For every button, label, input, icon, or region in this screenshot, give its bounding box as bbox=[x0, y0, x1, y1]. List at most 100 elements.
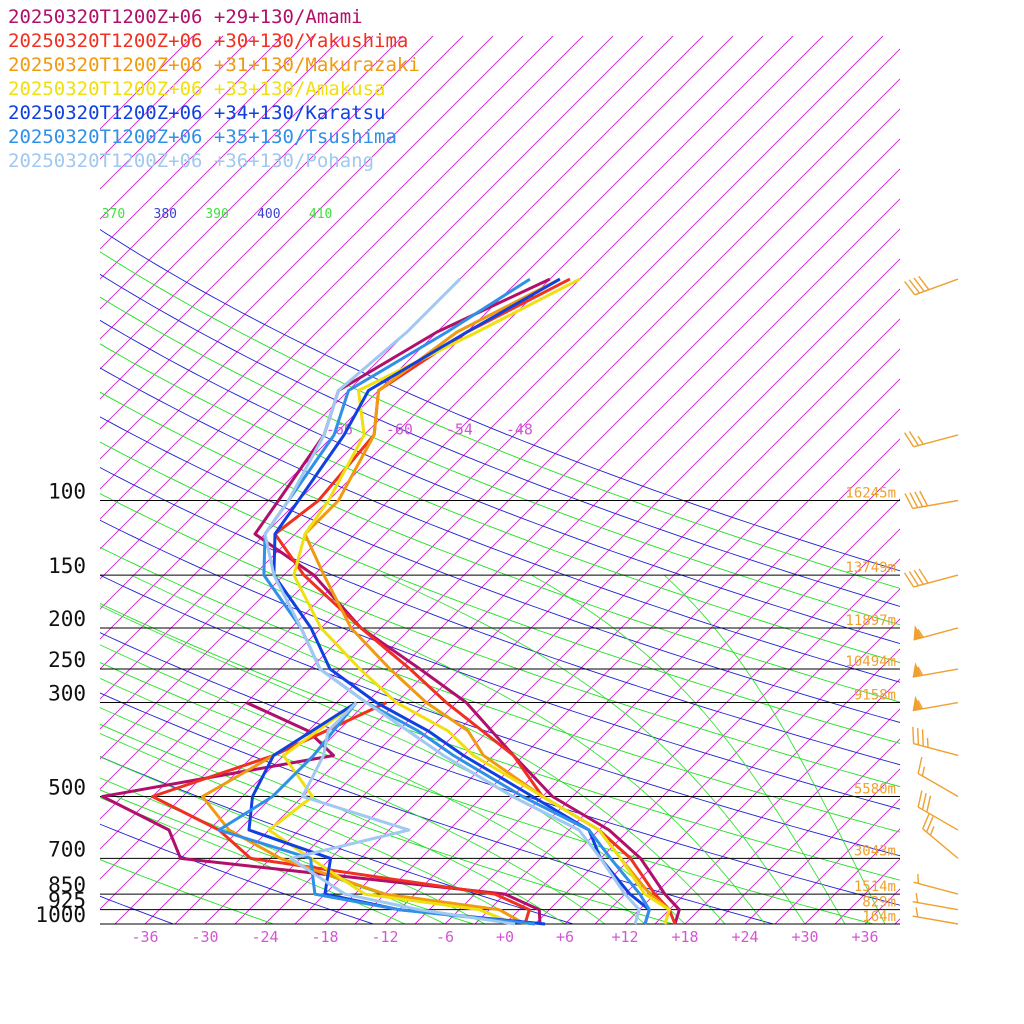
x-tick-label: -6 bbox=[436, 928, 454, 946]
wind-barbs bbox=[904, 275, 959, 925]
isotherm-line bbox=[894, 918, 900, 924]
wind-barb bbox=[904, 430, 959, 448]
wind-barb bbox=[917, 757, 959, 798]
moist-adiabat-line bbox=[130, 574, 726, 924]
isotherm-line bbox=[100, 78, 900, 880]
isotherm-line bbox=[100, 35, 614, 550]
pressure-label: 500 bbox=[48, 776, 86, 800]
isotherm-line bbox=[100, 35, 824, 760]
theta-label: 380 bbox=[154, 207, 177, 222]
isotherm-label: -60 bbox=[386, 421, 413, 439]
pressure-label: 100 bbox=[48, 480, 86, 504]
isotherm-line bbox=[100, 35, 284, 220]
height-label: 5580m bbox=[854, 782, 896, 798]
isotherm-line bbox=[504, 528, 900, 924]
isotherm-line bbox=[264, 288, 900, 924]
temperature-line-3 bbox=[292, 277, 671, 925]
moist-adiabat-line bbox=[100, 707, 566, 924]
dry-adiabat-line bbox=[100, 823, 375, 924]
wind-barb bbox=[912, 907, 959, 925]
isotherm-line bbox=[100, 35, 704, 640]
isotherm-line bbox=[100, 35, 524, 460]
isotherm-line bbox=[534, 558, 900, 924]
isotherm-line bbox=[100, 48, 900, 850]
wind-barb bbox=[912, 695, 959, 712]
wind-barb bbox=[917, 790, 959, 831]
height-label: 3043m bbox=[854, 843, 896, 859]
theta-label: 390 bbox=[205, 207, 228, 222]
dewpoint-line-2 bbox=[201, 701, 526, 926]
moist-adiabat-line bbox=[100, 677, 606, 924]
isotherm-line bbox=[744, 768, 900, 924]
isotherm-line bbox=[234, 258, 900, 924]
isotherm-line bbox=[654, 678, 900, 924]
wind-barb bbox=[912, 726, 959, 757]
wind-barb bbox=[913, 625, 959, 641]
pressure-label: 925 bbox=[48, 889, 86, 913]
theta-e-line bbox=[100, 546, 900, 833]
dewpoint-line-6 bbox=[289, 701, 516, 926]
isotherm-line bbox=[100, 35, 374, 310]
theta-label: 410 bbox=[309, 207, 332, 222]
isotherm-label: -54 bbox=[446, 421, 473, 439]
theta-labels: 370 380 390 400 410 bbox=[102, 207, 333, 222]
isotherm-line bbox=[624, 648, 900, 924]
x-tick-label: +0 bbox=[496, 928, 514, 946]
legend-entry-2: 20250320T1200Z+06 +31+130/Makurazaki bbox=[8, 54, 420, 76]
pressure-label: 250 bbox=[48, 648, 86, 672]
isotherm-line bbox=[100, 35, 464, 400]
isotherm-line bbox=[100, 35, 734, 670]
moist-adiabat-line bbox=[381, 574, 806, 924]
theta-e-line bbox=[100, 296, 900, 626]
isotherm-line bbox=[294, 318, 900, 924]
theta-label: 370 bbox=[102, 207, 125, 222]
isotherm-line bbox=[100, 35, 884, 820]
x-tick-label: +12 bbox=[611, 928, 638, 946]
legend-entry-4: 20250320T1200Z+06 +34+130/Karatsu bbox=[8, 102, 386, 124]
isotherm-line bbox=[100, 35, 584, 520]
height-label: 1514m bbox=[854, 879, 896, 895]
height-label: 13749m bbox=[845, 560, 896, 576]
legend-entry-3: 20250320T1200Z+06 +33+130/Amakusa bbox=[8, 78, 386, 100]
isotherm-line bbox=[925, 36, 1024, 924]
x-tick-label: +24 bbox=[731, 928, 758, 946]
x-axis-ticks: -36 -30 -24 -18 -12 -6 +0 +6 +12 +18 +24 +30 +36 bbox=[131, 928, 878, 946]
isotherm-line bbox=[100, 35, 404, 340]
height-label: 11897m bbox=[845, 613, 896, 629]
x-tick-label: +36 bbox=[851, 928, 878, 946]
isotherm-line bbox=[354, 378, 900, 924]
legend-entry-1: 20250320T1200Z+06 +30+130/Yakushima bbox=[8, 30, 408, 52]
wind-barb bbox=[913, 873, 959, 895]
moist-adiabat-line bbox=[663, 574, 886, 924]
dry-adiabat-line bbox=[100, 632, 900, 906]
temperature-line-1 bbox=[273, 277, 677, 925]
pressure-label: 200 bbox=[48, 607, 86, 631]
isotherm-line bbox=[684, 708, 900, 924]
isotherm-line bbox=[204, 228, 900, 924]
isotherm-line bbox=[100, 35, 644, 580]
theta-e-line bbox=[100, 343, 900, 664]
height-label: 16245m bbox=[845, 486, 896, 502]
height-label: 9158m bbox=[854, 688, 896, 704]
wind-barb bbox=[904, 568, 959, 588]
wind-barb bbox=[904, 490, 959, 510]
pressure-levels: 100 16245m 150 13749m 200 11897m 250 10494m 300 9… bbox=[35, 480, 900, 927]
moist-adiabat-line bbox=[244, 574, 766, 924]
x-tick-label: -36 bbox=[131, 928, 158, 946]
theta-e-line bbox=[100, 789, 475, 924]
theta-e-line bbox=[100, 661, 876, 924]
height-label: 10494m bbox=[845, 654, 896, 670]
x-tick-label: -24 bbox=[251, 928, 278, 946]
wind-barb bbox=[904, 275, 959, 296]
isotherm-line bbox=[100, 35, 344, 280]
pressure-label: 150 bbox=[48, 554, 86, 578]
isotherm-line bbox=[100, 35, 764, 700]
isotherm-line bbox=[100, 35, 434, 370]
isotherm-line bbox=[985, 36, 1024, 924]
isotherm-line bbox=[955, 36, 1024, 924]
moist-adiabat-line bbox=[100, 733, 526, 924]
dry-adiabat-line bbox=[100, 574, 900, 857]
dry-adiabat-line bbox=[100, 273, 900, 607]
moist-adiabat-line bbox=[100, 756, 486, 924]
isotherm-line bbox=[564, 588, 900, 924]
